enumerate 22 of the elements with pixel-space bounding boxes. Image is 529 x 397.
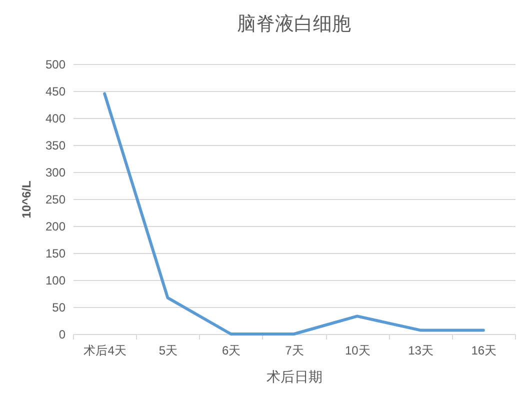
x-tick-label: 16天 bbox=[471, 344, 497, 358]
y-tick-label: 250 bbox=[45, 192, 66, 206]
x-tick-label: 10天 bbox=[344, 344, 370, 358]
x-tick-label: 6天 bbox=[222, 344, 241, 358]
x-tick-label: 13天 bbox=[408, 344, 434, 358]
x-tick-label: 7天 bbox=[285, 344, 304, 358]
x-tick-label: 术后4天 bbox=[84, 344, 126, 358]
x-axis-title: 术后日期 bbox=[266, 368, 322, 384]
y-tick-label: 450 bbox=[45, 84, 66, 98]
y-axis-title: 10^6/L bbox=[19, 180, 34, 218]
y-tick-label: 100 bbox=[45, 274, 66, 288]
chart-title: 脑脊液白细胞 bbox=[237, 13, 351, 35]
y-tick-label: 200 bbox=[45, 220, 66, 234]
x-tick-label: 5天 bbox=[158, 344, 178, 358]
y-tick-label: 150 bbox=[45, 246, 66, 260]
y-tick-label: 400 bbox=[45, 112, 66, 126]
y-tick-label: 500 bbox=[45, 58, 66, 72]
line-series bbox=[103, 92, 485, 336]
y-tick-label: 350 bbox=[45, 138, 66, 152]
y-tick-label: 300 bbox=[45, 166, 66, 180]
y-tick-label: 50 bbox=[52, 300, 66, 314]
y-tick-label: 0 bbox=[58, 328, 66, 342]
